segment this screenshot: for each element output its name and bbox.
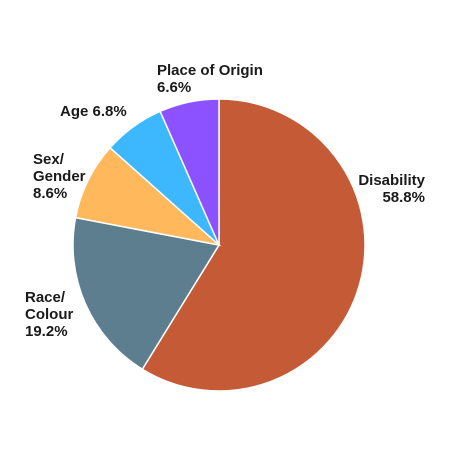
slice-label-line: Place of Origin <box>157 62 263 79</box>
slice-label-sex-gender: Sex/Gender 8.6% <box>33 151 86 202</box>
slice-label-line: Disability <box>358 172 425 189</box>
slice-label-line: Race/ <box>25 289 66 306</box>
slice-label-line: 58.8% <box>382 189 425 206</box>
slice-label-line: Colour <box>25 306 73 323</box>
slice-label-line: 6.6% <box>157 79 191 96</box>
slice-label-line: Gender <box>33 168 86 185</box>
slice-label-line: 8.6% <box>33 185 67 202</box>
slice-label-line: Age 6.8% <box>60 103 127 120</box>
pie-slices <box>72 98 366 392</box>
slice-label-race-colour: Race/Colour 19.2% <box>25 289 73 340</box>
pie-slice-disability <box>141 98 366 392</box>
slice-label-place-of-origin: Place of Origin 6.6% <box>157 62 263 96</box>
pie-slice-race-colour <box>72 216 221 371</box>
slice-label-age: Age 6.8% <box>60 103 127 120</box>
pie-labels: Disability 58.8% Race/Colour 19.2% Sex/Gende… <box>25 62 426 340</box>
slice-label-disability: Disability 58.8% <box>358 172 425 206</box>
slice-label-line: Sex/ <box>33 151 65 168</box>
slice-label-line: 19.2% <box>25 323 68 340</box>
pie-slice-place-of-origin <box>159 98 220 246</box>
